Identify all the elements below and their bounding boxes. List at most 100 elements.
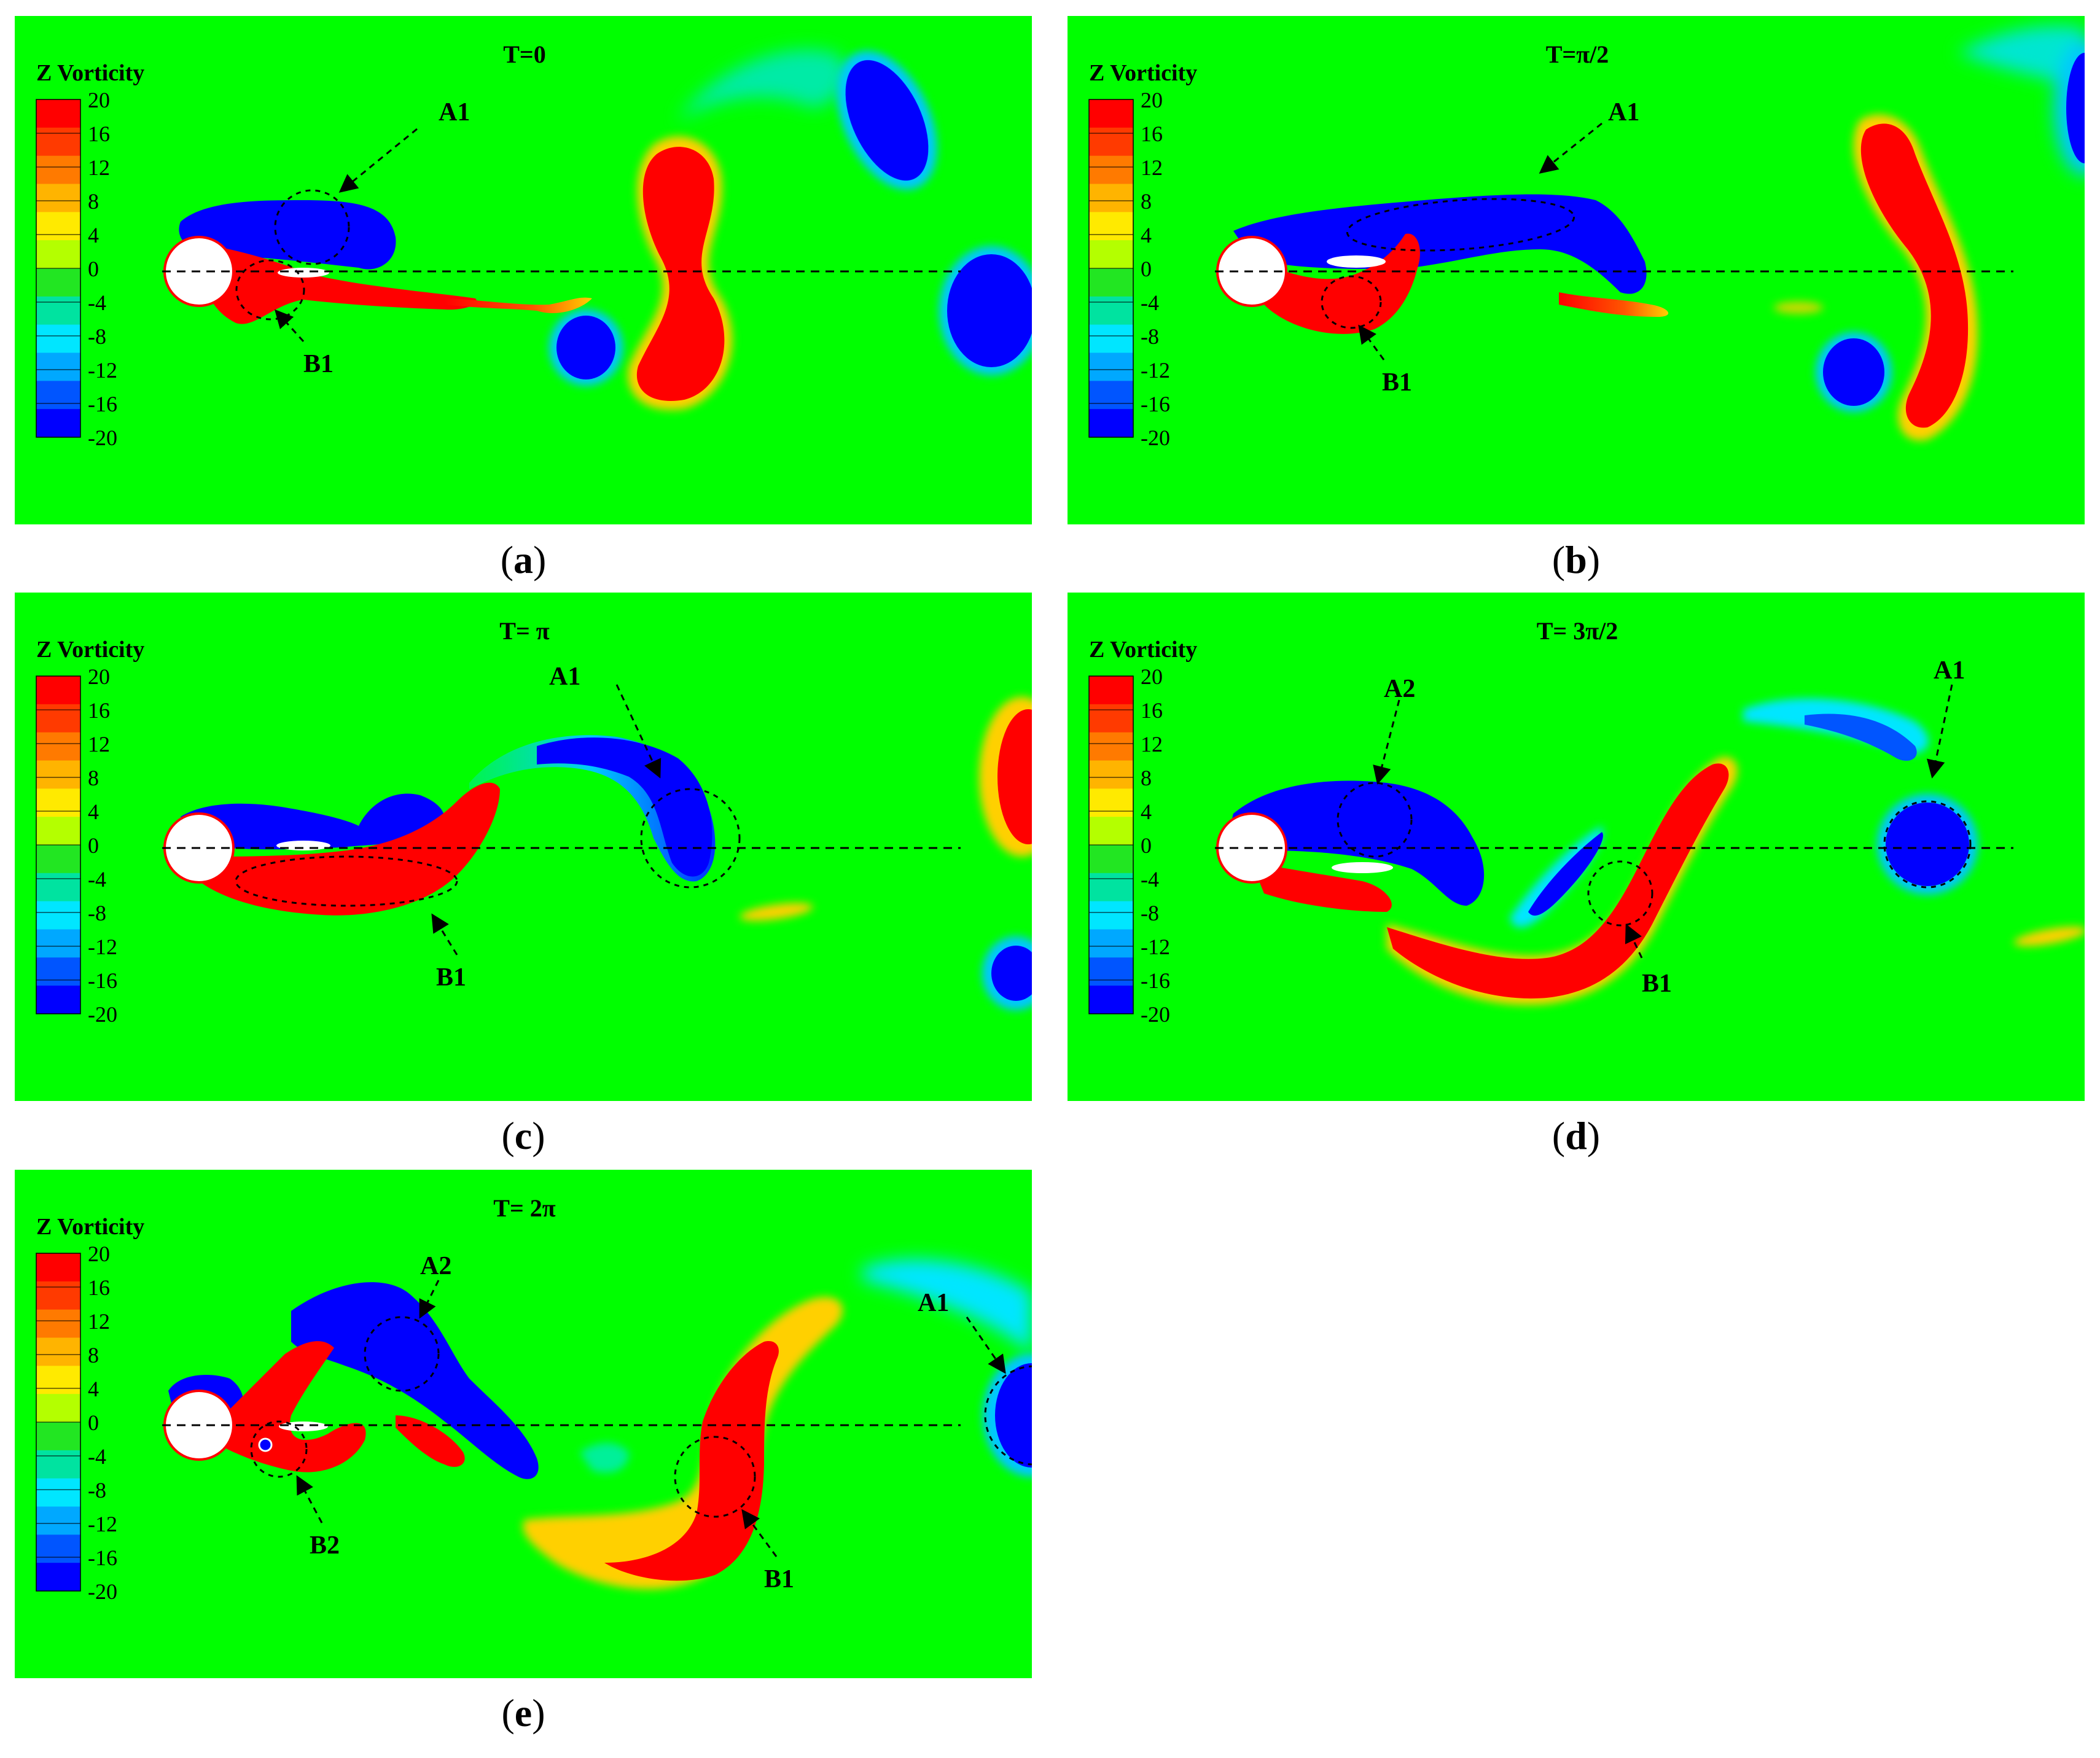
colorbar-tick-label: 4 [88, 1377, 99, 1401]
colorbar-tick-label: 0 [1141, 833, 1152, 858]
colorbar: Z Vorticity 20 16 12 8 4 0 -4 -8 -12 -16 -20 [36, 1214, 144, 1604]
colorbar-tick-label: -8 [88, 1478, 106, 1503]
annotation-label: B1 [303, 350, 334, 378]
colorbar-tick-label: 0 [88, 1410, 99, 1435]
colorbar-tick-label: 12 [88, 1309, 110, 1334]
colorbar-swatch [1089, 732, 1133, 761]
colorbar-swatch [36, 704, 80, 733]
colorbar-swatch [1089, 929, 1133, 958]
annotation-label: A1 [1934, 656, 1965, 685]
colorbar-swatch [1089, 845, 1133, 874]
colorbar-tick-label: 16 [1141, 122, 1163, 146]
legend-title: Z Vorticity [36, 1214, 144, 1240]
colorbar-swatch [36, 1563, 80, 1592]
colorbar-tick-label: -4 [88, 290, 106, 315]
colorbar-tick-label: 16 [88, 122, 110, 146]
colorbar-swatch [1089, 901, 1133, 930]
colorbar-swatch [36, 240, 80, 269]
colorbar-tick-label: 8 [1141, 189, 1152, 214]
colorbar-tick-label: 12 [1141, 155, 1163, 180]
colorbar: Z Vorticity 20 16 12 8 4 0 -4 -8 -12 -16 -20 [36, 60, 144, 450]
subfigure-label-e: (e) [501, 1691, 545, 1735]
colorbar-swatch [36, 986, 80, 1014]
colorbar-tick-label: -4 [88, 1444, 106, 1469]
colorbar-tick-label: 16 [88, 698, 110, 723]
colorbar-swatch [1089, 155, 1133, 184]
colorbar-swatch [1089, 788, 1133, 817]
colorbar-tick-label: -4 [88, 867, 106, 892]
panel-time: T= 2π [493, 1194, 555, 1222]
panel-d: Z Vorticity 20 16 12 8 4 0 -4 -8 -12 -16 -20 T= 3π… [1068, 593, 2085, 1101]
panel-time: T=π/2 [1546, 41, 1609, 68]
annotation-label: B1 [1642, 970, 1672, 998]
colorbar-swatch [36, 1366, 80, 1394]
colorbar-swatch [1089, 352, 1133, 381]
colorbar-swatch [36, 760, 80, 789]
panel-time: T=0 [503, 41, 545, 68]
colorbar-tick-label: -4 [1141, 867, 1159, 892]
colorbar-tick-label: -16 [1141, 968, 1170, 993]
subfigure-label-a: (a) [500, 538, 547, 581]
colorbar-swatch [36, 1478, 80, 1507]
colorbar-tick-label: 20 [88, 664, 110, 689]
colorbar-tick-label: 4 [1141, 223, 1152, 247]
colorbar-swatch [1089, 817, 1133, 846]
colorbar-swatch [36, 1534, 80, 1563]
colorbar-swatch [36, 1450, 80, 1479]
annotation-label: A2 [1384, 675, 1415, 703]
colorbar: Z Vorticity 20 16 12 8 4 0 -4 -8 -12 -16 -20 [36, 637, 144, 1027]
colorbar-tick-label: 4 [88, 799, 99, 824]
colorbar-swatch [1089, 957, 1133, 986]
colorbar-tick-label: 12 [1141, 732, 1163, 756]
colorbar-tick-label: 8 [88, 1343, 99, 1367]
colorbar-swatch [36, 873, 80, 902]
subfigure-label-b: (b) [1552, 538, 1601, 581]
colorbar-tick-label: -12 [1141, 935, 1170, 959]
colorbar-tick-label: 0 [1141, 257, 1152, 281]
colorbar-swatch [36, 409, 80, 438]
colorbar-tick-label: -12 [88, 1512, 117, 1536]
colorbar: Z Vorticity 20 16 12 8 4 0 -4 -8 -12 -16 -20 [1088, 60, 1197, 450]
colorbar-swatch [36, 1281, 80, 1310]
legend-title: Z Vorticity [36, 637, 144, 663]
colorbar-tick-label: 16 [1141, 698, 1163, 723]
colorbar-tick-label: 0 [88, 257, 99, 281]
colorbar-tick-label: -20 [88, 426, 117, 450]
colorbar-swatch [36, 845, 80, 874]
panel-a: Z Vorticity 20 16 12 8 4 0 -4 -8 -12 -16 -20 T=0 A… [15, 16, 1032, 524]
panel-e: Z Vorticity 20 16 12 8 4 0 -4 -8 -12 -16 -20 T= 2π… [15, 1170, 1032, 1678]
colorbar-swatch [36, 1422, 80, 1451]
colorbar-tick-label: -4 [1141, 290, 1159, 315]
colorbar-swatch [36, 732, 80, 761]
colorbar-tick-label: 4 [1141, 799, 1152, 824]
colorbar-tick-label: 20 [88, 88, 110, 112]
colorbar-swatch [36, 929, 80, 958]
annotation-label: A1 [549, 663, 580, 691]
annotation-label: A1 [918, 1289, 949, 1317]
colorbar-swatch [36, 212, 80, 241]
legend-title: Z Vorticity [1089, 60, 1197, 86]
legend-title: Z Vorticity [36, 60, 144, 86]
panel-time: T= 3π/2 [1537, 617, 1618, 645]
colorbar-swatch [36, 155, 80, 184]
colorbar-swatch [36, 296, 80, 325]
colorbar-swatch [36, 1394, 80, 1423]
panel-b: Z Vorticity 20 16 12 8 4 0 -4 -8 -12 -16 -20 T=π/2… [1068, 16, 2085, 524]
colorbar-swatch [36, 1253, 80, 1282]
annotation-label: B2 [310, 1531, 340, 1560]
panel-c: Z Vorticity 20 16 12 8 4 0 -4 -8 -12 -16 -20 T= π … [15, 593, 1032, 1101]
subfigure-label-d: (d) [1552, 1114, 1601, 1157]
colorbar-swatch [36, 324, 80, 353]
colorbar-swatch [36, 676, 80, 705]
colorbar-swatch [1089, 268, 1133, 297]
colorbar-swatch [36, 184, 80, 212]
annotation-label: A2 [420, 1252, 451, 1280]
colorbar-swatch [36, 381, 80, 410]
panel-time: T= π [499, 617, 549, 645]
colorbar-tick-label: 20 [88, 1242, 110, 1266]
colorbar-swatch [1089, 873, 1133, 902]
colorbar-swatch [1089, 240, 1133, 269]
colorbar-swatch [36, 268, 80, 297]
colorbar-tick-label: -12 [88, 935, 117, 959]
colorbar-swatch [1089, 676, 1133, 705]
